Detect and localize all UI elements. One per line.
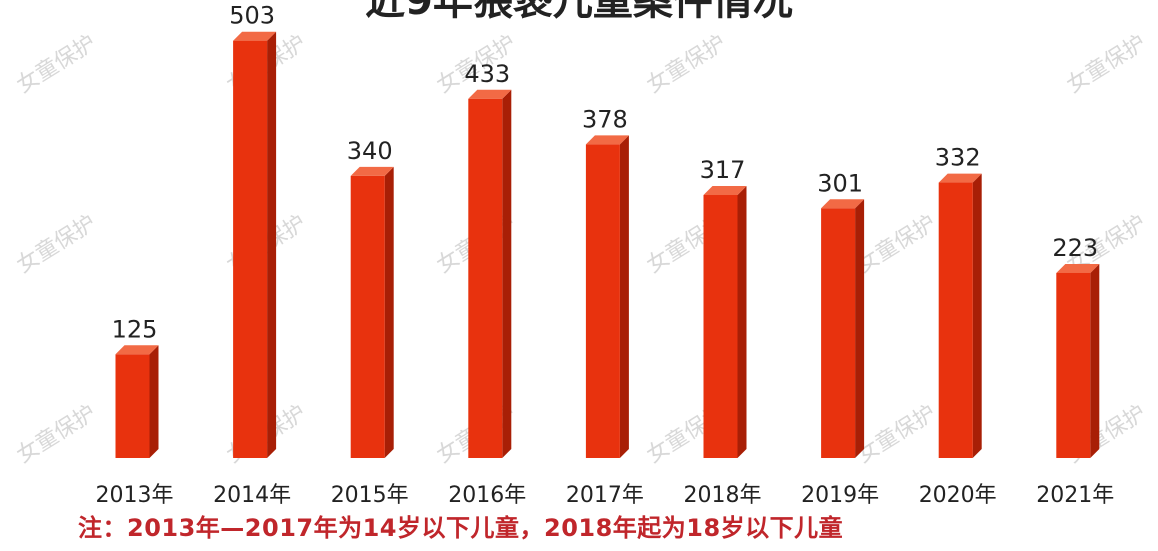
chart-title: 近9年猥亵儿童案件情况 (365, 0, 793, 24)
bar-top (350, 166, 394, 176)
bar (585, 135, 629, 458)
value-label: 317 (700, 156, 746, 184)
value-label: 223 (1052, 234, 1098, 262)
category-labels-group: 2013年 2014年 2015年 2016年 2017年 2018年 2019年 2020年… (96, 483, 1115, 508)
bar-side (384, 166, 394, 459)
value-labels-group: 125 503 340 433 378 317 301 332 223 (112, 2, 1099, 344)
bar (115, 345, 159, 458)
bar-front (233, 40, 268, 459)
bar (938, 173, 982, 458)
bar-top (821, 199, 865, 209)
watermark-text: 女童保护 (853, 211, 941, 279)
watermark-text: 女童保护 (13, 211, 101, 279)
watermark-text: 女童保护 (1063, 31, 1151, 99)
bar-front (468, 98, 503, 458)
value-label: 433 (464, 60, 510, 88)
bar-front (585, 144, 620, 458)
bar-top (115, 345, 159, 355)
bar-side (149, 345, 159, 458)
category-label: 2013年 (96, 483, 174, 508)
bar-top (1056, 263, 1100, 273)
footnote: 注：2013年—2017年为14岁以下儿童，2018年起为18岁以下儿童 (78, 514, 844, 542)
bar (821, 199, 865, 458)
bar-top (468, 89, 512, 99)
bar-side (972, 173, 982, 458)
bar (233, 31, 277, 459)
watermark-text: 女童保护 (13, 31, 101, 99)
watermark-text: 女童保护 (643, 31, 731, 99)
bar-front (1056, 272, 1091, 458)
value-label: 378 (582, 105, 628, 133)
category-label: 2018年 (684, 483, 762, 508)
bar-top (938, 173, 982, 183)
category-label: 2015年 (331, 483, 409, 508)
category-label: 2019年 (801, 483, 879, 508)
category-label: 2020年 (919, 483, 997, 508)
category-label: 2016年 (448, 483, 526, 508)
category-label: 2021年 (1036, 483, 1114, 508)
bar-top (703, 186, 747, 196)
bar-side (502, 89, 512, 458)
watermark-text: 女童保护 (13, 401, 101, 469)
bar-side (737, 186, 747, 459)
bar (468, 89, 512, 458)
value-label: 301 (817, 169, 863, 197)
value-label: 332 (935, 144, 981, 172)
bar-front (115, 354, 150, 458)
bar-side (1090, 263, 1100, 458)
bar (703, 186, 747, 459)
bar-front (938, 182, 973, 458)
watermark-text: 女童保护 (853, 401, 941, 469)
category-label: 2014年 (213, 483, 291, 508)
category-label: 2017年 (566, 483, 644, 508)
bar-side (267, 31, 277, 459)
value-label: 125 (112, 315, 158, 343)
value-label: 503 (229, 2, 275, 30)
bar-top (233, 31, 277, 41)
bars-group (115, 31, 1100, 459)
bar-front (821, 208, 856, 458)
bar-side (619, 135, 629, 458)
bar-top (585, 135, 629, 145)
bar (350, 166, 394, 459)
bar-front (350, 175, 385, 459)
value-label: 340 (347, 137, 393, 165)
bar (1056, 263, 1100, 458)
bar-side (855, 199, 865, 458)
bar-front (703, 195, 738, 459)
